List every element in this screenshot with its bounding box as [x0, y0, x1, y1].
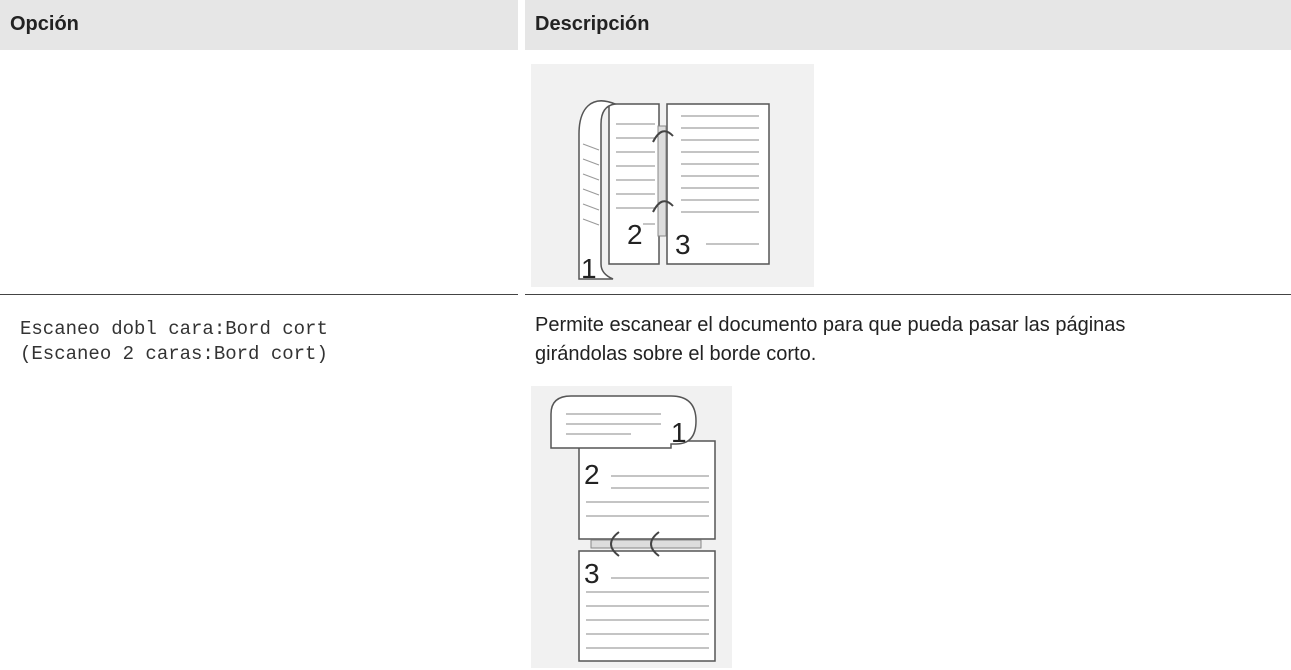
page-number: 3 — [584, 558, 600, 589]
illustration: 1 2 3 — [531, 386, 732, 668]
column-header: Opción — [10, 13, 79, 35]
row-divider — [0, 294, 518, 295]
header-cell: Opción — [0, 0, 518, 50]
option-line: (Escaneo 2 caras:Bord cort) — [20, 343, 328, 365]
option-line: Escaneo dobl cara:Bord cort — [20, 318, 328, 340]
option-text: Escaneo dobl cara:Bord cort (Escaneo 2 c… — [20, 317, 328, 367]
page-number: 3 — [675, 229, 691, 260]
description-text: Permite escanear el documento para que p… — [535, 314, 1126, 365]
row-divider — [525, 294, 1291, 295]
page-number: 2 — [584, 459, 600, 490]
page-number: 2 — [627, 219, 643, 250]
column-header: Descripción — [535, 13, 650, 35]
page-number: 1 — [581, 253, 597, 284]
header-cell: Descripción — [525, 0, 1291, 50]
illustration: 2 3 1 — [531, 64, 814, 287]
page-number: 1 — [671, 417, 687, 448]
